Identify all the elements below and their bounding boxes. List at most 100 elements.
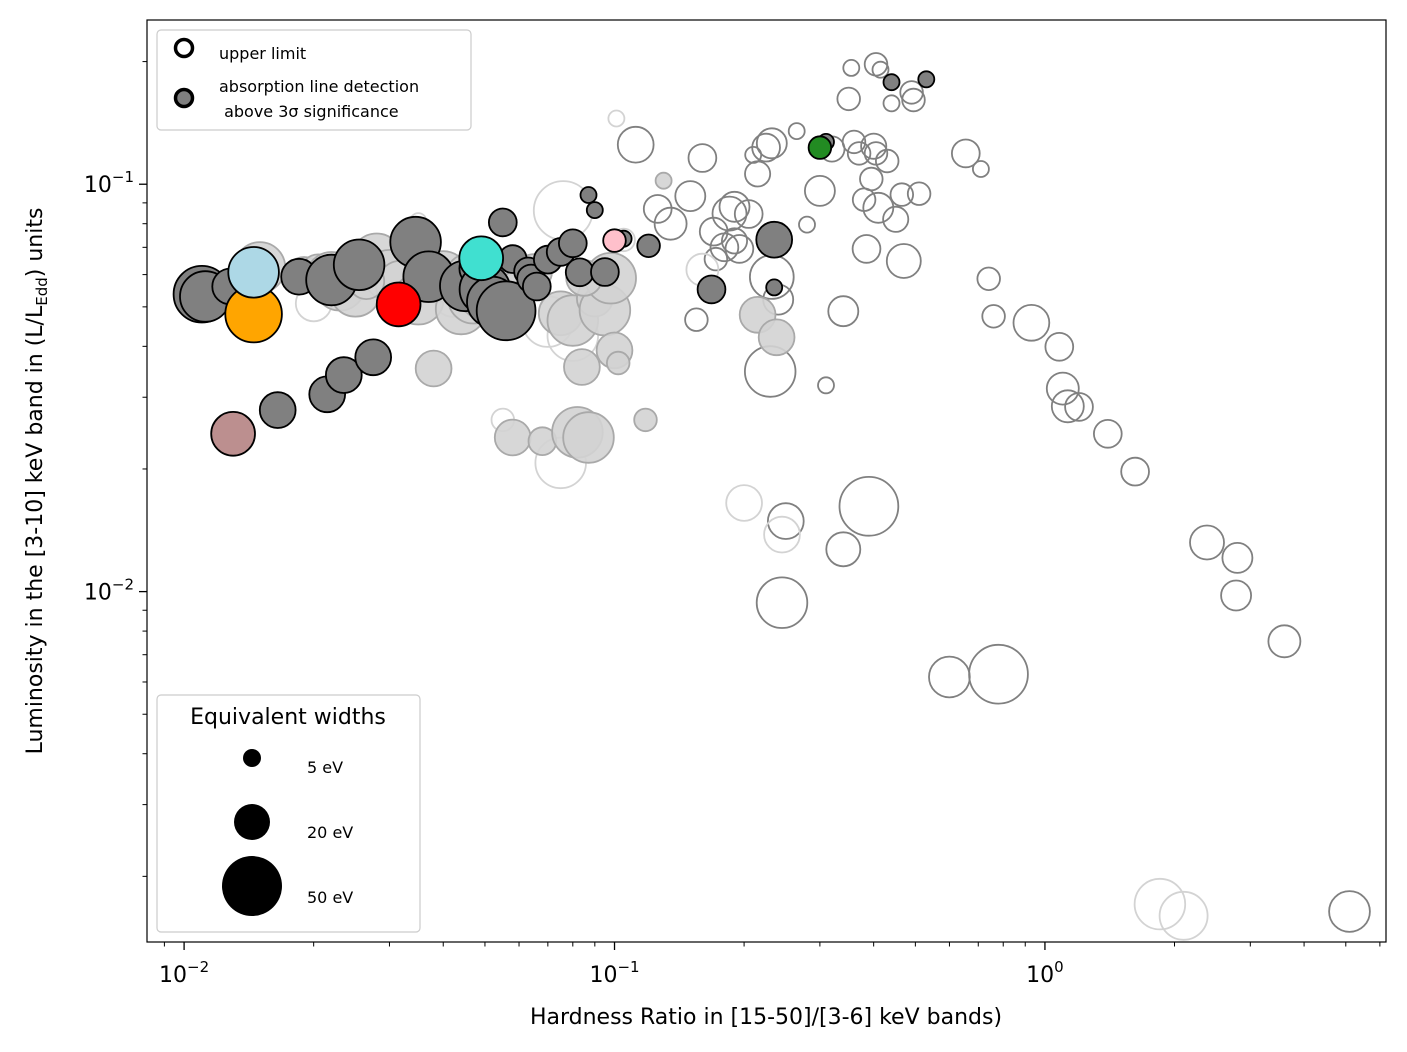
y-axis-label-main: Luminosity in the [3-10] keV band in (L/… — [23, 305, 48, 754]
legend-detection-label-line1: absorption line detection — [219, 77, 419, 96]
point-highlighted-sources-5 — [602, 228, 627, 253]
point-upper-limits-35 — [972, 160, 990, 178]
data-points-layer — [172, 52, 1371, 941]
point-upper-limits-0 — [616, 125, 655, 164]
point-upper-limits-52 — [766, 502, 805, 540]
size-legend-label-5ev: 5 eV — [307, 758, 343, 777]
point-upper-limits-44 — [1120, 456, 1150, 487]
y-tick-label-1: 10−1 — [84, 168, 134, 198]
point-detections-5 — [332, 238, 386, 291]
point-upper-limits-16 — [841, 129, 867, 155]
point-upper-limits-68 — [653, 206, 688, 241]
point-upper-limits-27 — [882, 94, 901, 113]
point-upper-limits-6 — [744, 160, 772, 188]
point-detections-26 — [636, 233, 661, 259]
marker-legend-box — [156, 29, 472, 131]
point-upper-limits-3 — [718, 190, 751, 223]
point-faint-detections-23 — [563, 348, 601, 386]
size-legend-box — [156, 694, 421, 933]
point-upper-limits-47 — [1220, 579, 1252, 612]
point-upper-limits-48 — [1267, 624, 1302, 659]
y-axis-label-tail: ) units — [23, 208, 48, 278]
point-upper-limits-29 — [889, 182, 915, 207]
point-highlighted-sources-6 — [807, 135, 833, 160]
point-upper-limits-32 — [901, 87, 926, 113]
point-upper-limits-58 — [684, 307, 709, 332]
point-detections-24 — [590, 257, 620, 287]
y-axis-label: Luminosity in the [3-10] keV band in (L/… — [23, 208, 51, 755]
point-upper-limits-65 — [642, 194, 673, 224]
point-upper-limits-10 — [798, 215, 816, 234]
point-upper-limits-41 — [1050, 389, 1085, 424]
point-faint-upper-limits-1 — [607, 109, 626, 128]
point-highlighted-sources-1 — [227, 246, 280, 299]
point-detections-21 — [564, 257, 595, 288]
marker-legend: upper limit absorption line detection ab… — [156, 29, 472, 131]
size-legend-title: Equivalent widths — [190, 705, 386, 730]
point-detections-23 — [585, 201, 604, 220]
point-faint-detections-9 — [414, 349, 453, 388]
point-faint-detections-29 — [633, 407, 658, 433]
size-legend-marker-50ev — [222, 856, 282, 916]
size-legend-marker-5ev — [243, 749, 261, 767]
size-legend-label-50ev: 50 eV — [307, 888, 353, 907]
point-detections-12 — [475, 280, 537, 342]
size-legend: Equivalent widths 5 eV 20 eV 50 eV — [156, 694, 421, 933]
point-upper-limits-34 — [950, 138, 981, 169]
point-upper-limits-55 — [838, 475, 900, 537]
point-detections-31 — [696, 274, 727, 305]
point-faint-detections-28 — [606, 350, 631, 376]
legend-detection-label-line2: above 3σ significance — [219, 102, 399, 121]
point-upper-limits-36 — [976, 266, 1001, 292]
x-axis-label: Hardness Ratio in [15-50]/[3-6] keV band… — [530, 1005, 1002, 1030]
legend-upper-limit-marker — [173, 37, 195, 59]
point-detections-29 — [324, 356, 363, 394]
series-highlighted-sources — [210, 135, 833, 457]
point-upper-limits-50 — [817, 376, 835, 395]
x-tick-label-1: 10−1 — [589, 958, 639, 988]
plot-frame — [146, 19, 1387, 943]
point-upper-limits-53 — [755, 576, 809, 629]
series-upper-limits — [616, 52, 1371, 933]
point-upper-limits-66 — [674, 180, 707, 213]
point-detections-17 — [521, 271, 552, 302]
point-upper-limits-46 — [1221, 542, 1254, 574]
point-detections-13 — [487, 207, 518, 238]
point-upper-limits-57 — [968, 643, 1029, 705]
point-upper-limits-33 — [906, 181, 932, 206]
point-faint-detections-30 — [654, 171, 673, 190]
point-detections-34 — [882, 73, 901, 92]
point-detections-30 — [354, 338, 393, 377]
point-upper-limits-62 — [721, 227, 749, 255]
point-upper-limits-37 — [981, 304, 1006, 329]
point-detections-33 — [765, 278, 784, 297]
point-upper-limits-49 — [1328, 890, 1371, 933]
point-upper-limits-4 — [733, 199, 764, 229]
point-upper-limits-59 — [703, 246, 729, 272]
size-legend-label-20ev: 20 eV — [307, 823, 353, 842]
point-upper-limits-19 — [851, 234, 882, 264]
point-upper-limits-28 — [882, 205, 910, 233]
point-upper-limits-43 — [1093, 418, 1123, 449]
point-upper-limits-14 — [836, 86, 861, 112]
point-upper-limits-11 — [804, 174, 836, 207]
x-axis-ticks: 10−2 10−1 100 — [159, 942, 1381, 988]
point-upper-limits-25 — [871, 60, 890, 79]
point-upper-limits-67 — [711, 195, 748, 232]
point-upper-limits-26 — [875, 148, 900, 174]
point-upper-limits-20 — [859, 166, 884, 192]
point-upper-limits-54 — [825, 531, 862, 568]
x-tick-label-2: 100 — [1026, 958, 1064, 988]
point-detections-35 — [917, 70, 936, 89]
y-axis-label-subscript: Edd — [33, 277, 51, 306]
x-tick-label-0: 10−2 — [159, 958, 209, 988]
point-upper-limits-1 — [687, 143, 718, 173]
point-faint-detections-22 — [562, 411, 615, 464]
point-upper-limits-39 — [1044, 331, 1075, 362]
legend-upper-limit-label: upper limit — [219, 44, 306, 63]
point-upper-limits-38 — [1012, 303, 1051, 342]
legend-detection-marker — [173, 87, 195, 109]
point-upper-limits-9 — [787, 122, 806, 141]
point-highlighted-sources-2 — [210, 410, 256, 457]
